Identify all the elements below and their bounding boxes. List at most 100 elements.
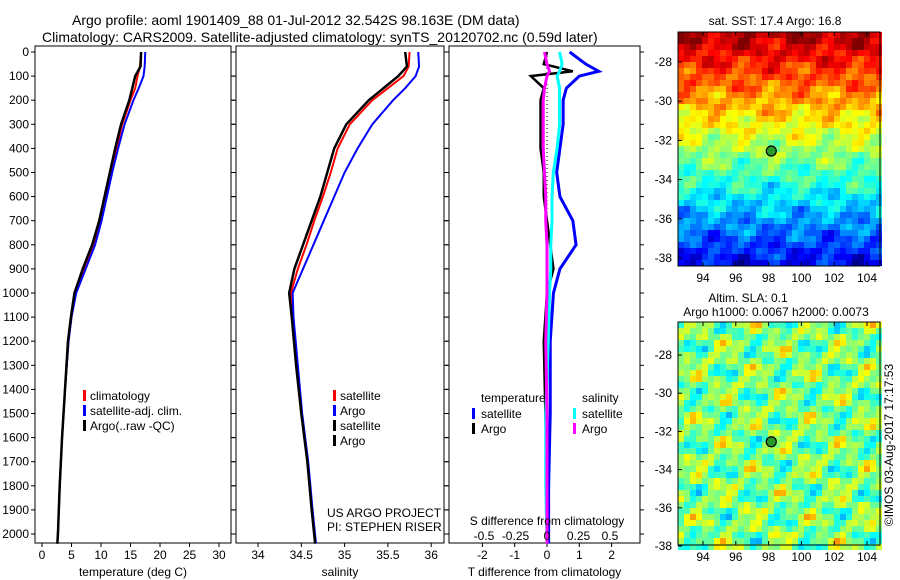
map-cell (792, 74, 798, 80)
map-cell (696, 140, 702, 146)
map-cell (792, 206, 798, 212)
map-cell (690, 62, 696, 68)
map-cell (714, 44, 720, 50)
map-cell (804, 382, 810, 388)
map-cell (780, 526, 786, 532)
map-cell (834, 182, 840, 188)
map-cell (744, 158, 750, 164)
map-cell (780, 514, 786, 520)
map-cell (810, 520, 816, 526)
map-cell (852, 484, 858, 490)
map-cell (840, 80, 846, 86)
map-cell (798, 80, 804, 86)
map-cell (714, 472, 720, 478)
map-cell (708, 322, 714, 328)
map-cell (750, 442, 756, 448)
map-cell (726, 400, 732, 406)
map-cell (870, 520, 876, 526)
map-cell (720, 334, 726, 340)
map-cell (720, 460, 726, 466)
map-cell (858, 104, 864, 110)
map-cell (762, 182, 768, 188)
difference-line-S-Argo (541, 51, 552, 544)
map-cell (810, 496, 816, 502)
map-cell (804, 158, 810, 164)
map-cell (756, 484, 762, 490)
map-cell (828, 176, 834, 182)
map-cell (690, 50, 696, 56)
legend-swatch (573, 408, 576, 419)
map-cell (792, 334, 798, 340)
map-cell (708, 358, 714, 364)
map-cell (744, 400, 750, 406)
map-cell (726, 56, 732, 62)
map-cell (876, 454, 882, 460)
map-cell (804, 478, 810, 484)
map-cell (780, 496, 786, 502)
map-cell (702, 328, 708, 334)
x-tick-label: 2 (608, 548, 615, 562)
map-cell (732, 508, 738, 514)
map-cell (756, 388, 762, 394)
map-cell (834, 514, 840, 520)
map-cell (690, 146, 696, 152)
map-cell (876, 520, 882, 526)
map-cell (696, 454, 702, 460)
map-cell (750, 236, 756, 242)
map-cell (702, 62, 708, 68)
map-cell (678, 394, 684, 400)
map-cell (774, 376, 780, 382)
map-cell (696, 358, 702, 364)
map-cell (816, 538, 822, 544)
map-cell (816, 260, 822, 266)
x-tick-label: 15 (124, 548, 138, 562)
map-cell (702, 454, 708, 460)
map-cell (852, 412, 858, 418)
map-cell (738, 544, 744, 550)
map-cell (840, 146, 846, 152)
map-cell (762, 188, 768, 194)
map-cell (732, 122, 738, 128)
map-cell (858, 400, 864, 406)
map-cell (702, 140, 708, 146)
map-cell (846, 370, 852, 376)
map-cell (750, 32, 756, 38)
map-cell (864, 448, 870, 454)
map-cell (774, 104, 780, 110)
map-cell (852, 520, 858, 526)
map-cell (864, 176, 870, 182)
map-cell (702, 218, 708, 224)
map-cell (870, 322, 876, 328)
map-cell (756, 38, 762, 44)
map-cell (846, 152, 852, 158)
map-cell (732, 56, 738, 62)
map-cell (678, 122, 684, 128)
map-cell (804, 466, 810, 472)
map-cell (816, 110, 822, 116)
map-cell (732, 206, 738, 212)
legend-label: Argo (481, 422, 507, 436)
map-cell (876, 442, 882, 448)
map-cell (756, 382, 762, 388)
map-cell (768, 514, 774, 520)
map-cell (684, 32, 690, 38)
map-cell (876, 68, 882, 74)
map-cell (768, 116, 774, 122)
map-cell (798, 152, 804, 158)
map-cell (840, 352, 846, 358)
map-cell (708, 110, 714, 116)
map-cell (834, 358, 840, 364)
legend-swatch (83, 390, 86, 401)
map-cell (732, 200, 738, 206)
map-cell (798, 248, 804, 254)
map-cell (714, 122, 720, 128)
map-cell (762, 436, 768, 442)
map-cell (738, 218, 744, 224)
map-cell (810, 454, 816, 460)
map-cell (756, 514, 762, 520)
map-cell (810, 358, 816, 364)
map-cell (708, 122, 714, 128)
map-cell (840, 194, 846, 200)
map-cell (714, 400, 720, 406)
map-cell (792, 170, 798, 176)
